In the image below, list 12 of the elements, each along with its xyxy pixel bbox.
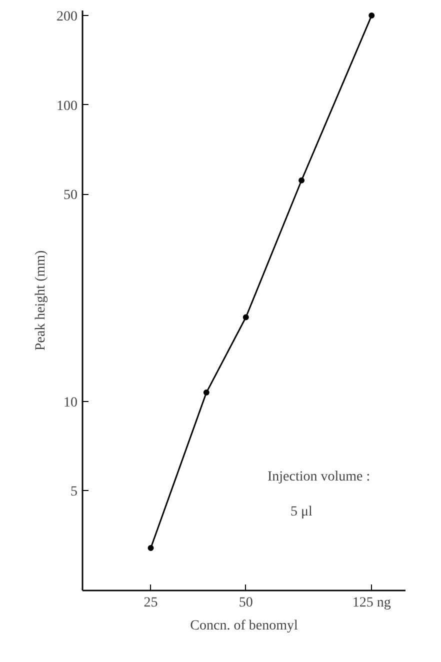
x-axis-title: Concn. of benomyl bbox=[190, 618, 298, 634]
y-tick-label: 100 bbox=[56, 98, 78, 114]
y-axis-title: Peak height (mm) bbox=[34, 250, 48, 351]
y-tick-label: 10 bbox=[64, 395, 78, 410]
x-tick-label: 25 bbox=[144, 596, 158, 610]
annotation: 5 μl bbox=[290, 504, 313, 520]
x-tick-label: 125 ng bbox=[352, 596, 391, 610]
y-tick-label: 200 bbox=[56, 10, 78, 25]
y-tick-label: 5 bbox=[70, 484, 78, 500]
x-tick-label: 50 bbox=[238, 596, 253, 610]
y-tick-label: 50 bbox=[64, 188, 78, 204]
annotation: Injection volume : bbox=[268, 470, 370, 484]
